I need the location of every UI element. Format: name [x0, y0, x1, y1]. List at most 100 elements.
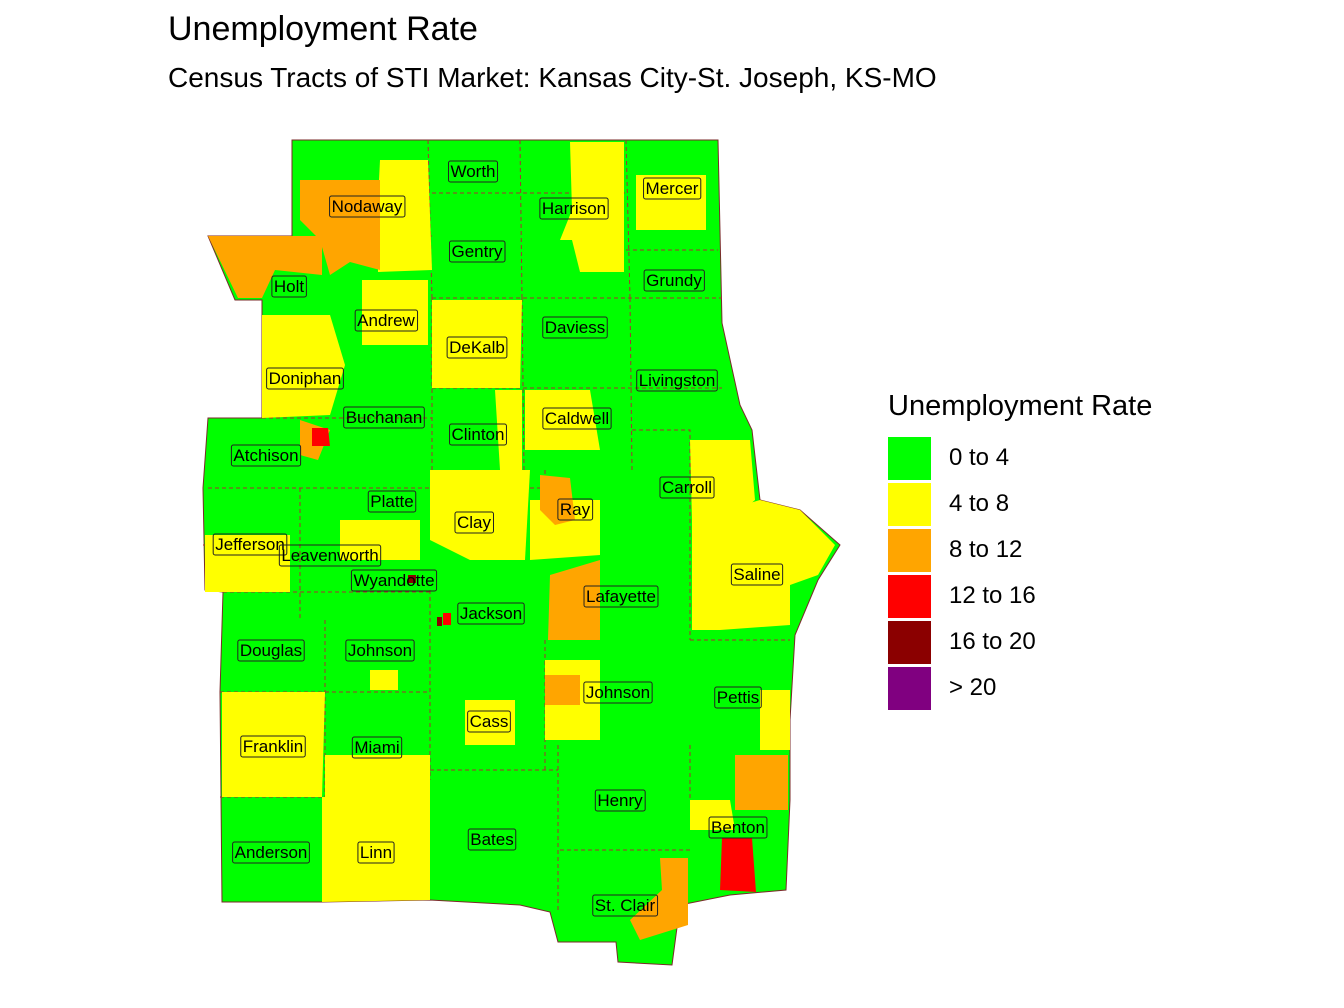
county-label: Ray — [557, 498, 594, 521]
county-name: Doniphan — [269, 369, 342, 388]
county-name: Jefferson — [215, 535, 285, 554]
county-label-box — [542, 316, 608, 339]
county-label-box — [237, 639, 305, 662]
county-label-box — [454, 511, 495, 534]
county-label: Andrew — [354, 309, 419, 332]
legend-label: 16 to 20 — [949, 628, 1036, 655]
county-label: Anderson — [232, 841, 310, 864]
county-name: Caldwell — [545, 409, 609, 428]
county-labels: Worth Nodaway Harrison Mercer Gentry Grundy Ho… — [212, 160, 784, 917]
county-name: Clay — [457, 513, 492, 532]
county-label: Lafayette — [583, 585, 659, 608]
county-label-box — [232, 841, 310, 864]
tracts-16-to-20 — [408, 575, 442, 626]
county-name: Nodaway — [332, 197, 403, 216]
county-label: Jackson — [457, 602, 525, 625]
legend-item: 12 to 16 — [888, 573, 1152, 619]
county-label: Miami — [351, 736, 403, 759]
county-name: Buchanan — [346, 408, 423, 427]
county-label: Holt — [271, 275, 307, 298]
county-label: Douglas — [237, 639, 305, 662]
county-name: DeKalb — [449, 338, 505, 357]
legend-item: 4 to 8 — [888, 481, 1152, 527]
county-label: Doniphan — [266, 367, 344, 390]
county-label-box — [230, 444, 302, 467]
county-label: Clinton — [449, 423, 507, 446]
map-subtitle: Census Tracts of STI Market: Kansas City… — [168, 62, 937, 93]
county-name: Benton — [711, 818, 765, 837]
legend-swatch — [888, 528, 931, 572]
legend-label: 4 to 8 — [949, 490, 1010, 517]
county-label: Mercer — [643, 177, 702, 200]
county-label-box — [240, 735, 306, 758]
county-name: Johnson — [348, 641, 412, 660]
county-name: Ray — [560, 500, 591, 519]
county-label: Buchanan — [343, 406, 425, 429]
county-name: Linn — [360, 843, 392, 862]
county-label-box — [636, 369, 718, 392]
county-name: Holt — [274, 277, 305, 296]
county-name: Wyandotte — [353, 571, 434, 590]
county-name: Johnson — [586, 683, 650, 702]
legend-item: 8 to 12 — [888, 527, 1152, 573]
county-name: Anderson — [235, 843, 308, 862]
county-label-box — [643, 269, 705, 292]
county-name: Jackson — [460, 604, 522, 623]
county-label-box — [351, 736, 403, 759]
county-label-box — [467, 710, 511, 733]
county-name: Mercer — [646, 179, 699, 198]
map-title: Unemployment Rate — [168, 10, 478, 48]
legend-item: 0 to 4 — [888, 435, 1152, 481]
legend-swatch — [888, 574, 931, 618]
county-name: Miami — [354, 738, 399, 757]
county-label: Franklin — [240, 735, 306, 758]
county-label: Carroll — [659, 476, 715, 499]
county-label-box — [592, 894, 659, 917]
tracts-8-to-12 — [208, 180, 788, 940]
legend-label: 12 to 16 — [949, 582, 1036, 609]
county-label-box — [457, 602, 525, 625]
county-label: Jefferson — [212, 533, 288, 556]
county-label: Platte — [367, 490, 417, 513]
county-label: Harrison — [539, 197, 609, 220]
county-name: Lafayette — [586, 587, 656, 606]
county-name: Leavenworth — [281, 546, 378, 565]
county-label: Caldwell — [542, 407, 612, 430]
legend-swatch — [888, 482, 931, 526]
county-label: Daviess — [542, 316, 608, 339]
county-label: Livingston — [636, 369, 718, 392]
county-name: Atchison — [233, 446, 298, 465]
county-name: Harrison — [542, 199, 606, 218]
county-label: Wyandotte — [350, 569, 438, 592]
county-name: Grundy — [646, 271, 702, 290]
county-label-box — [266, 367, 344, 390]
county-label-box — [542, 407, 612, 430]
county-name: St. Clair — [595, 896, 656, 915]
county-label: Atchison — [230, 444, 302, 467]
legend-label: > 20 — [949, 674, 997, 701]
county-label-box — [594, 789, 646, 812]
county-label: Bates — [467, 828, 517, 851]
county-name: Henry — [597, 791, 643, 810]
legend-swatch — [888, 436, 931, 480]
county-label-box — [329, 195, 406, 218]
county-label: Saline — [730, 563, 784, 586]
county-name: Carroll — [662, 478, 712, 497]
legend-label: 0 to 4 — [949, 444, 1010, 471]
county-label-box — [714, 686, 762, 709]
legend-swatch — [888, 620, 931, 664]
county-label: Clay — [454, 511, 495, 534]
county-label: Johnson — [583, 681, 653, 704]
county-name: Bates — [470, 830, 513, 849]
county-label: Johnson — [345, 639, 415, 662]
county-label-box — [467, 828, 517, 851]
county-name: Daviess — [545, 318, 605, 337]
county-label-box — [643, 177, 702, 200]
tracts-4-to-8 — [205, 142, 835, 902]
county-label: Gentry — [448, 240, 506, 263]
county-label-box — [350, 569, 438, 592]
county-label: DeKalb — [446, 336, 508, 359]
legend-title: Unemployment Rate — [888, 390, 1153, 422]
county-label-box — [271, 275, 307, 298]
